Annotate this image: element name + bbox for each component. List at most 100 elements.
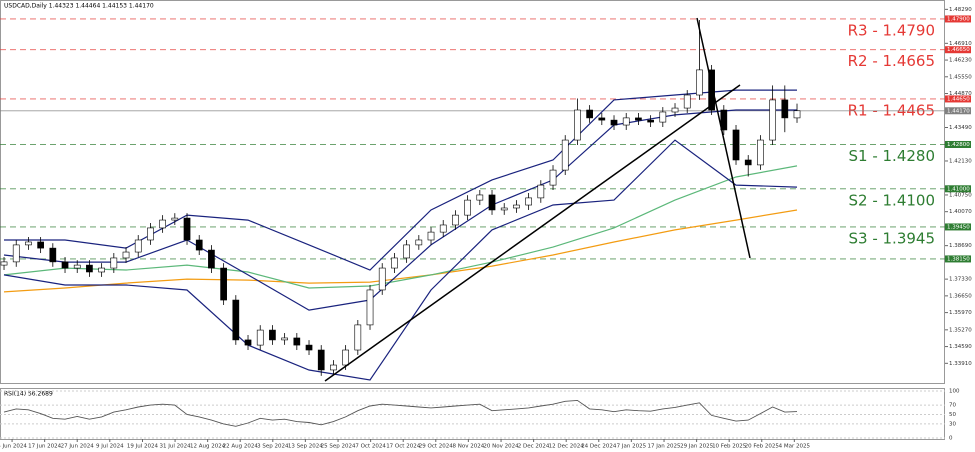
x-tick-label: 4 Mar 2025: [779, 444, 811, 450]
candle-body: [537, 184, 545, 199]
candle-body: [659, 111, 667, 123]
candle-body: [244, 339, 252, 346]
candle-body: [757, 139, 764, 166]
level-box: [945, 223, 971, 231]
candle-body: [293, 337, 301, 346]
level-box: [945, 185, 971, 193]
level-box-label: 1.42800: [947, 142, 970, 148]
candle-body: [232, 299, 240, 341]
rsi-tick-label: 30: [949, 421, 956, 427]
x-tick-label: 2 Dec 2024: [518, 444, 550, 450]
x-tick-label: 9 Jul 2024: [96, 444, 124, 450]
x-tick-label: 17 Jun 2024: [28, 444, 62, 450]
level-box-label: 1.44170: [947, 108, 970, 114]
x-tick-label: 31 Jul 2024: [159, 444, 191, 450]
level-label: R2 - 1.4665: [848, 52, 935, 70]
level-box: [945, 95, 971, 103]
x-tick-label: 17 Jan 2025: [648, 444, 681, 450]
chart-title: USDCAD,Daily 1.44323 1.44464 1.44153 1.4…: [4, 3, 154, 10]
candle-body: [342, 349, 349, 366]
candle-body: [269, 329, 276, 341]
candle-body: [525, 197, 532, 206]
rsi-tick-label: 100: [949, 389, 960, 395]
candle-body: [488, 194, 496, 211]
candle-body: [110, 257, 118, 269]
candle-body: [354, 324, 362, 351]
x-tick-label: 7 Oct 2024: [355, 444, 386, 450]
y-tick-label: 1.40070: [949, 209, 972, 215]
candle-body: [61, 261, 69, 269]
indicator-line: [4, 89, 797, 271]
x-tick-label: 22 Aug 2024: [223, 444, 259, 450]
rsi-tick-label: 50: [949, 412, 956, 418]
y-tick-label: 1.43490: [949, 125, 972, 131]
y-tick-label: 1.36650: [949, 293, 972, 299]
candle-body: [391, 257, 398, 269]
rsi-line: [3, 399, 798, 427]
level-box: [945, 140, 971, 148]
candle-body: [25, 241, 32, 246]
x-tick-label: 5 Jun 2024: [0, 444, 27, 450]
x-tick-label: 13 Sep 2024: [288, 444, 323, 450]
level-box-label: 1.47900: [947, 16, 970, 22]
candle-body: [305, 344, 313, 351]
plot-layer: 1.48290 1.46910 1.46230 1.45550 1.44870 1.434…: [0, 7, 972, 450]
candle-body: [464, 199, 471, 216]
candle-body: [330, 364, 337, 371]
candle-body: [415, 239, 423, 246]
x-tick-label: 19 Jul 2024: [127, 444, 159, 450]
x-tick-label: 8 Nov 2024: [452, 444, 484, 450]
candle-body: [0, 261, 8, 266]
candle-body: [549, 169, 557, 186]
rsi-title: RSI(14) 56.2689: [4, 391, 53, 398]
rsi-tick-label: 0: [949, 436, 953, 442]
candle-body: [73, 264, 81, 269]
candle-body: [769, 99, 776, 141]
candle-body: [744, 159, 752, 166]
x-tick-label: 27 Jun 2024: [61, 444, 95, 450]
indicator-line: [3, 139, 798, 381]
candle-body: [561, 139, 569, 171]
candle-body: [500, 207, 508, 211]
candle-body: [671, 107, 679, 113]
level-box: [945, 46, 971, 54]
y-tick-label: 1.38690: [949, 243, 972, 249]
candle-body: [683, 94, 691, 109]
candle-body: [610, 119, 618, 126]
x-tick-label: 17 Oct 2024: [386, 444, 421, 450]
x-tick-label: 7 Jan 2025: [617, 444, 647, 450]
level-label: S2 - 1.4100: [849, 191, 936, 209]
rsi-tick-label: 70: [949, 403, 956, 409]
candle-body: [574, 109, 581, 141]
x-tick-label: 3 Sep 2024: [257, 444, 289, 450]
level-label: S1 - 1.4280: [849, 147, 936, 165]
x-tick-label: 29 Oct 2024: [419, 444, 454, 450]
level-box-label: 1.39450: [947, 224, 970, 230]
x-tick-label: 20 Feb 2025: [745, 444, 780, 450]
candle-body: [732, 129, 740, 161]
candle-body: [195, 239, 203, 251]
y-tick-label: 1.34590: [949, 344, 972, 350]
candle-body: [147, 227, 154, 241]
y-tick-label: 1.37330: [949, 277, 972, 283]
candle-body: [513, 204, 520, 209]
candle-body: [720, 109, 728, 131]
candle-body: [134, 239, 142, 253]
candle-body: [122, 251, 130, 259]
level-box-label: 1.38150: [947, 256, 970, 262]
candle-body: [37, 241, 44, 249]
x-tick-label: 25 Sep 2024: [321, 444, 356, 450]
candle-body: [647, 119, 654, 123]
candle-body: [781, 99, 789, 119]
candle-body: [208, 249, 215, 269]
level-label: S3 - 1.3945: [849, 229, 936, 247]
candle-body: [183, 217, 191, 241]
y-tick-label: 1.40750: [949, 192, 972, 198]
candle-body: [281, 337, 288, 341]
y-tick-label: 1.35270: [949, 327, 972, 333]
candle-body: [476, 194, 484, 201]
candle-body: [256, 329, 264, 346]
x-tick-label: 12 Aug 2024: [190, 444, 226, 450]
main-frame: [0, 0, 945, 384]
